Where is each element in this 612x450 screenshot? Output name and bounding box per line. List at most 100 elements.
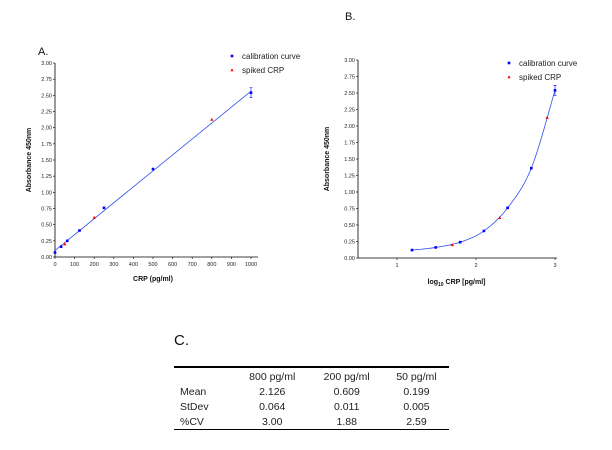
y-tick-label: 2.25 — [344, 108, 355, 114]
y-tick-label: 1.25 — [41, 174, 52, 180]
x-tick-label: 600 — [168, 262, 177, 268]
y-tick-label: 0.75 — [41, 207, 52, 213]
x-axis-label: CRP (pg/ml) — [133, 276, 173, 283]
calibration-point — [102, 206, 106, 210]
y-tick-label: 1.50 — [344, 157, 355, 163]
calibration-point — [59, 245, 63, 248]
row-label: %CV — [180, 415, 204, 428]
calibration-point — [65, 239, 69, 243]
y-tick-label: 2.50 — [41, 93, 52, 99]
calibration-point — [434, 246, 438, 249]
y-tick-label: 0.00 — [41, 255, 52, 261]
legend-marker — [507, 75, 511, 79]
table-cell: 0.011 — [333, 400, 360, 413]
chart-b: 0.00 0.25 0.50 0.75 1.00 1.25 1.50 1.75 2.00 2.25… — [324, 11, 578, 288]
y-tick-label: 2.75 — [41, 77, 52, 83]
y-axis-label: Absorbance 450nm — [26, 128, 33, 193]
chart-a: 0.00 0.25 0.50 0.75 1.00 1.25 1.50 1.75 2.00 2.25… — [26, 46, 301, 283]
x-tick-label: 700 — [188, 262, 197, 268]
legend-label: spiked CRP — [242, 66, 284, 75]
panel-label: B. — [345, 11, 355, 23]
y-tick-label: 0.50 — [41, 223, 52, 229]
precision-table: 800 pg/ml 200 pg/ml 50 pg/ml Mean 2.126 … — [174, 366, 449, 430]
table-cell: 2.59 — [406, 415, 427, 428]
legend-label: spiked CRP — [519, 73, 561, 82]
table-cell: 0.064 — [259, 400, 286, 413]
y-tick-label: 3.00 — [344, 58, 355, 64]
spiked-point — [92, 215, 96, 219]
x-tick-label: 400 — [129, 262, 138, 268]
table-row: Mean 2.126 0.609 0.199 — [174, 384, 449, 399]
spiked-point — [63, 242, 67, 246]
x-tick-label: 1 — [395, 263, 398, 269]
y-tick-label: 0.25 — [41, 239, 52, 245]
calibration-point — [151, 167, 155, 171]
x-tick-label: 1000 — [245, 262, 257, 268]
table-cell: 2.126 — [259, 385, 286, 398]
y-tick-label: 3.00 — [41, 61, 52, 67]
table-row: StDev 0.064 0.011 0.005 — [174, 399, 449, 414]
x-tick-label: 3 — [553, 263, 556, 269]
legend-marker — [230, 54, 234, 58]
column-header: 50 pg/ml — [396, 371, 437, 383]
y-tick-label: 2.00 — [344, 124, 355, 130]
x-tick-label: 200 — [90, 262, 99, 268]
calibration-point — [458, 240, 462, 244]
y-tick-label: 0.75 — [344, 207, 355, 213]
spiked-point — [450, 243, 454, 247]
table-row: %CV 3.00 1.88 2.59 — [174, 414, 449, 430]
y-tick-label: 1.00 — [41, 190, 52, 196]
x-tick-label: 100 — [70, 262, 79, 268]
error-bar — [249, 87, 253, 99]
y-tick-label: 1.75 — [344, 141, 355, 147]
table-cell: 3.00 — [262, 415, 283, 428]
row-label: StDev — [180, 400, 209, 413]
x-tick-label: 0 — [53, 262, 56, 268]
calibration-point — [530, 166, 533, 170]
panel-label: A. — [38, 46, 48, 58]
table-header-row: 800 pg/ml 200 pg/ml 50 pg/ml — [174, 367, 449, 384]
x-axis-label: log10 CRP [pg/ml] — [428, 279, 486, 288]
table-cell: 1.88 — [336, 415, 357, 428]
table-cell: 0.005 — [403, 400, 430, 413]
spiked-point — [498, 216, 502, 220]
y-tick-label: 2.25 — [41, 110, 52, 116]
column-header — [174, 367, 235, 384]
x-tick-label: 500 — [148, 262, 157, 268]
x-tick-label: 300 — [109, 262, 118, 268]
spiked-point — [545, 115, 549, 119]
calibration-point — [78, 229, 81, 232]
y-tick-label: 0.50 — [344, 223, 355, 229]
column-header: 200 pg/ml — [323, 371, 370, 383]
table-cell: 0.609 — [333, 385, 360, 398]
x-tick-label: 2 — [474, 263, 477, 269]
column-header: 800 pg/ml — [249, 371, 296, 383]
calibration-point — [506, 206, 509, 210]
legend-label: calibration curve — [242, 52, 301, 61]
x-tick-label: 900 — [227, 262, 236, 268]
panel-label-c: C. — [174, 332, 189, 349]
fit-curve — [54, 90, 252, 251]
legend-marker — [230, 68, 234, 72]
y-tick-label: 1.00 — [344, 190, 355, 196]
y-axis-label: Absorbance 450nm — [324, 127, 331, 192]
y-tick-label: 2.50 — [344, 91, 355, 97]
y-tick-label: 2.75 — [344, 75, 355, 81]
fit-curve — [411, 90, 556, 251]
y-tick-label: 0.25 — [344, 240, 355, 246]
error-bar — [553, 85, 557, 96]
x-tick-label: 800 — [207, 262, 216, 268]
calibration-point — [410, 248, 414, 252]
y-tick-label: 1.75 — [41, 142, 52, 148]
y-tick-label: 0.00 — [344, 256, 355, 262]
spiked-point — [210, 117, 214, 121]
row-label: Mean — [180, 385, 207, 398]
calibration-point — [482, 229, 486, 233]
y-tick-label: 2.00 — [41, 126, 52, 132]
calibration-point — [53, 251, 57, 254]
y-tick-label: 1.50 — [41, 158, 52, 164]
table-cell: 0.199 — [403, 385, 430, 398]
legend-label: calibration curve — [519, 59, 578, 68]
legend-marker — [507, 61, 511, 65]
